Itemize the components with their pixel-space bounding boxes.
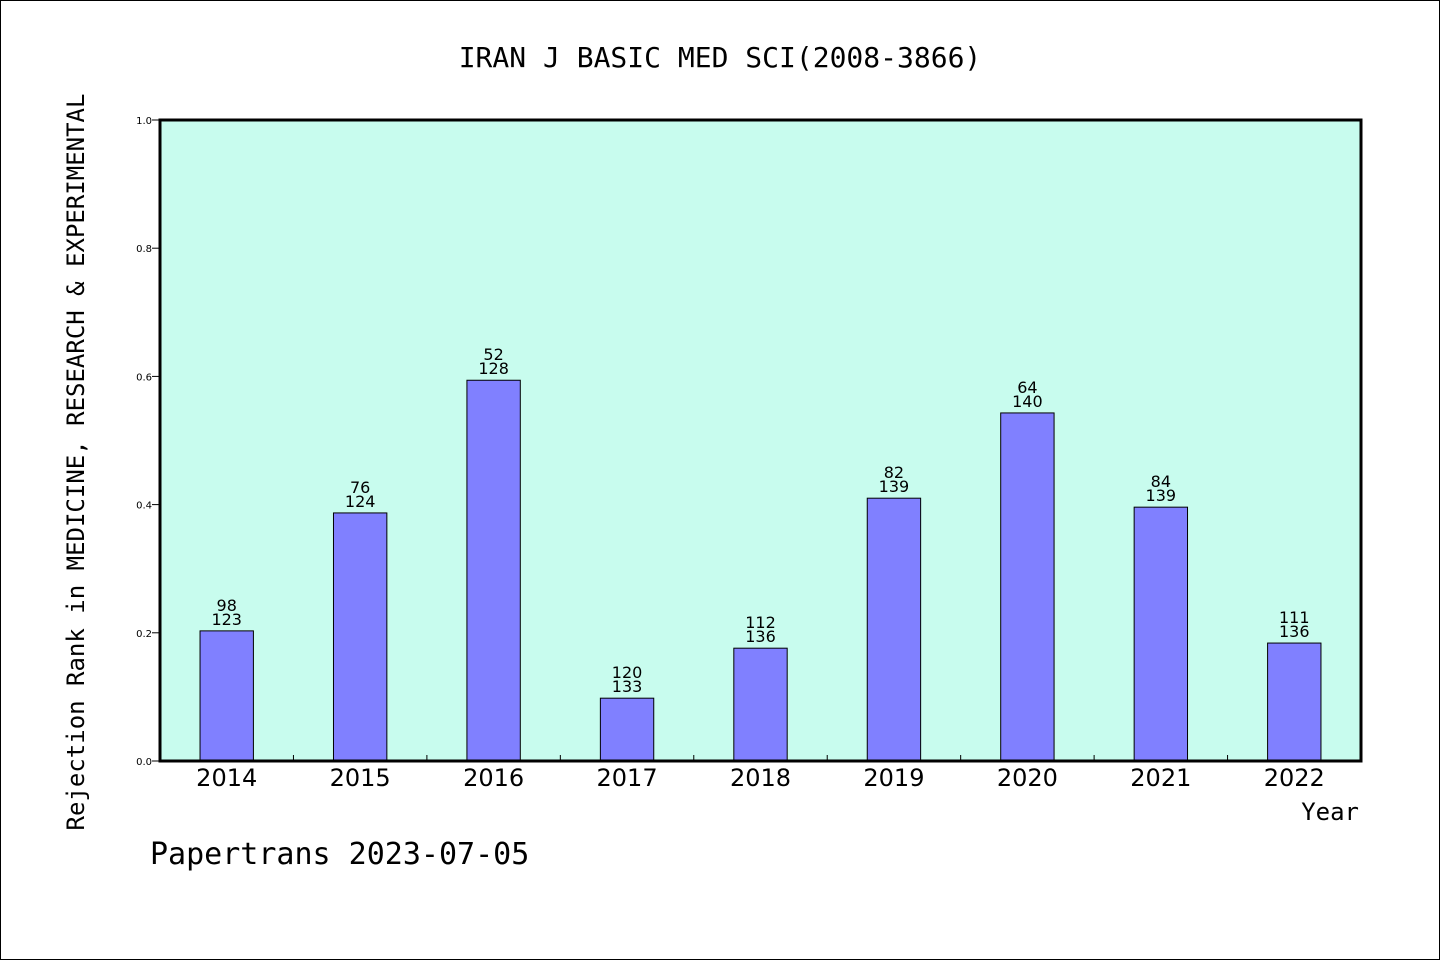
x-tick-label: 2014 — [196, 764, 257, 792]
plot-frame — [158, 118, 1363, 763]
total-label: 128 — [478, 359, 509, 378]
bar-2016 — [466, 379, 521, 762]
bar-2018 — [733, 647, 788, 762]
x-tick-label: 2019 — [863, 764, 924, 792]
total-label: 139 — [879, 477, 910, 496]
bar-2022 — [1267, 642, 1322, 762]
bar-2020 — [1000, 412, 1055, 762]
rank-label: 76 — [350, 478, 370, 497]
x-tick-label: 2017 — [597, 764, 658, 792]
total-label: 139 — [1146, 486, 1177, 505]
chart-title: IRAN J BASIC MED SCI(2008-3866) — [459, 41, 982, 74]
y-tick-label: 1.0 — [136, 116, 152, 127]
rank-label: 112 — [745, 613, 776, 632]
x-tick-label: 2020 — [997, 764, 1058, 792]
bar-2014 — [199, 630, 254, 762]
y-tick-label: 0.0 — [136, 757, 152, 768]
bar-series — [199, 379, 1322, 762]
y-tick-label: 0.2 — [136, 629, 152, 640]
rank-label: 98 — [217, 596, 237, 615]
footer-credit: Papertrans 2023-07-05 — [150, 837, 529, 872]
x-axis: 2014 2015 2016 2017 2018 2019 2020 2021 2022 — [196, 755, 1325, 792]
x-axis-label: Year — [1301, 798, 1359, 826]
total-label: 136 — [745, 627, 776, 646]
total-label: 133 — [612, 677, 643, 696]
x-tick-label: 2021 — [1130, 764, 1191, 792]
x-tick-label: 2015 — [330, 764, 391, 792]
bar-2015 — [332, 512, 388, 762]
rank-label: 64 — [1017, 378, 1037, 397]
rank-label: 84 — [1151, 472, 1171, 491]
y-tick-label: 0.6 — [136, 372, 152, 383]
bar-2017 — [599, 697, 655, 762]
total-label: 136 — [1279, 622, 1310, 641]
total-label: 140 — [1012, 392, 1043, 411]
total-label: 124 — [345, 492, 376, 511]
y-tick-label: 0.4 — [136, 501, 152, 512]
x-tick-label: 2022 — [1264, 764, 1325, 792]
rank-label: 82 — [884, 463, 904, 482]
total-label: 123 — [211, 610, 242, 629]
x-tick-label: 2018 — [730, 764, 791, 792]
bar-2019 — [866, 497, 922, 762]
rank-label: 120 — [612, 663, 643, 682]
x-tick-label: 2016 — [463, 764, 524, 792]
data-labels: 9812376124521281201331121368213964140841… — [211, 345, 1309, 696]
y-axis-label: Rejection Rank in MEDICINE, RESEARCH & E… — [62, 94, 90, 831]
rank-label: 52 — [483, 345, 503, 364]
rank-label: 111 — [1279, 608, 1310, 627]
bar-2021 — [1133, 506, 1189, 762]
y-tick-label: 0.8 — [136, 244, 152, 255]
